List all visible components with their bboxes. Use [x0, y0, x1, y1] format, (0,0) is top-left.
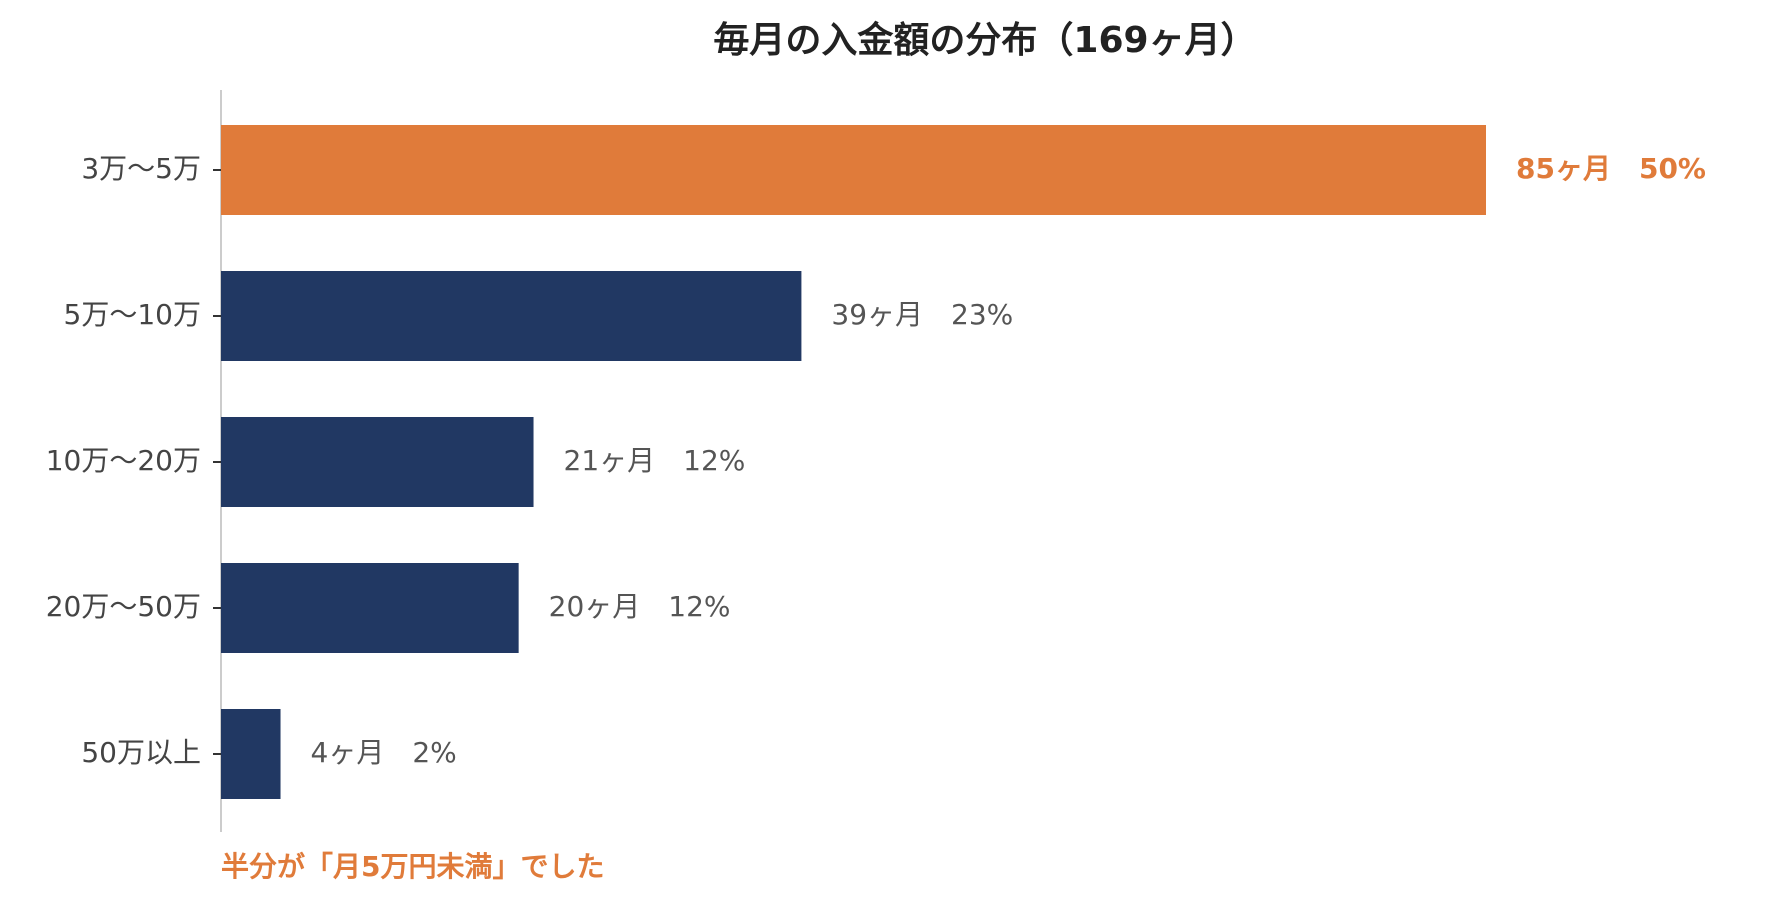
data-label-4: 20ヶ月 12%: [549, 590, 731, 623]
data-label-2: 39ヶ月 23%: [831, 298, 1013, 331]
chart-annotation: 半分が「月5万円未満」でした: [221, 850, 604, 883]
y-ticks-group: 3万〜5万 5万〜10万 10万〜20万 20万〜50万 50万以上: [46, 152, 221, 769]
bar-5: [221, 709, 281, 799]
value-labels-group: 85ヶ月 50% 39ヶ月 23% 21ヶ月 12% 20ヶ月 12% 4ヶ月 2%: [311, 152, 1706, 769]
data-label-5: 4ヶ月 2%: [311, 736, 457, 769]
y-tick-label-3: 10万〜20万: [46, 444, 201, 477]
bars-group: [221, 125, 1486, 799]
bar-4: [221, 563, 519, 653]
data-label-3: 21ヶ月 12%: [564, 444, 746, 477]
bar-3: [221, 417, 534, 507]
bar-2: [221, 271, 802, 361]
chart-title: 毎月の入金額の分布（169ヶ月）: [713, 19, 1256, 61]
y-tick-label-2: 5万〜10万: [64, 298, 201, 331]
data-label-1: 85ヶ月 50%: [1516, 152, 1706, 185]
y-tick-label-1: 3万〜5万: [81, 152, 201, 185]
y-tick-label-5: 50万以上: [81, 736, 201, 769]
bar-1: [221, 125, 1486, 215]
y-tick-label-4: 20万〜50万: [46, 590, 201, 623]
